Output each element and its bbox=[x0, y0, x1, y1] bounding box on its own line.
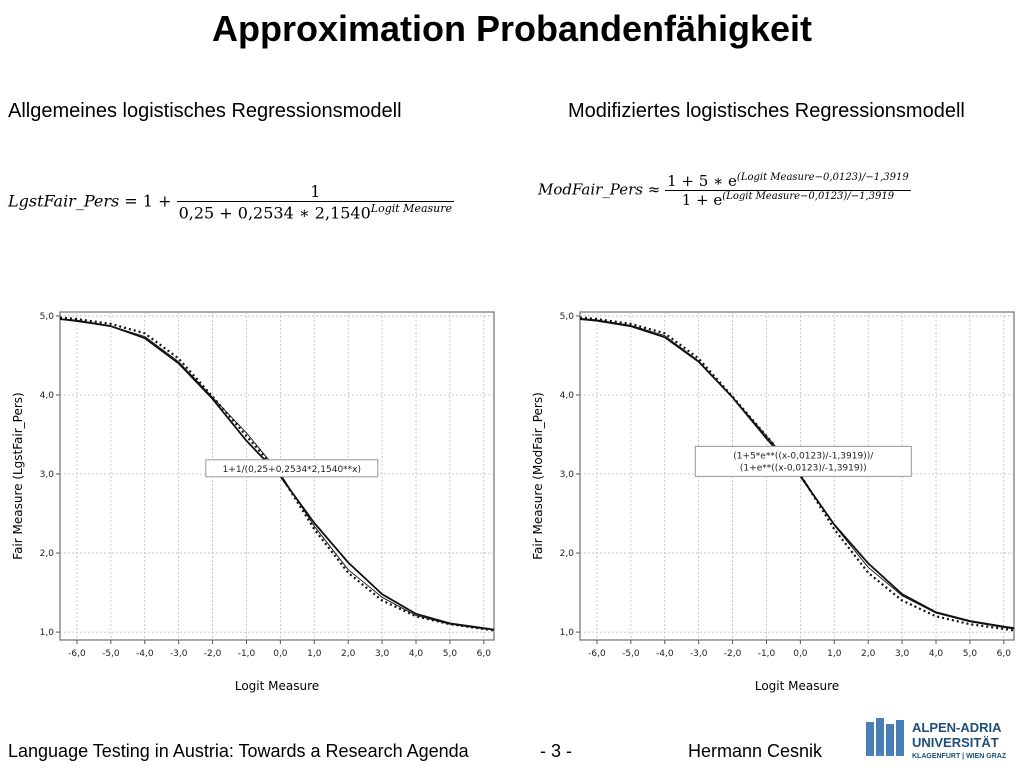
right-formula-denominator: 1 + e(Logit Measure−0,0123)/−1,3919 bbox=[665, 191, 911, 209]
right-formula-approx: ≈ bbox=[647, 180, 661, 199]
right-formula-numerator: 1 + 5 ∗ e(Logit Measure−0,0123)/−1,3919 bbox=[665, 172, 911, 191]
x-tick-label: -6,0 bbox=[588, 649, 606, 659]
right-chart: -6,0 -5,0 -4,0 -3,0 -2,0 -1,0 0,0 1,0 2,0 3,0 4,0 5… bbox=[528, 298, 1020, 700]
x-tick-label: 5,0 bbox=[963, 649, 978, 659]
equation-label-line: (1+5*e**((x-0,0123)/-1,3919))/ bbox=[733, 451, 874, 461]
y-tick-label: 5,0 bbox=[560, 312, 575, 322]
logo-bar bbox=[866, 722, 874, 756]
logo-bar bbox=[886, 724, 894, 756]
left-formula-one-plus: 1 + bbox=[142, 191, 172, 211]
left-formula-denominator-base: 0,25 + 0,2534 ∗ 2,1540 bbox=[178, 203, 371, 223]
right-formula-exp-den-2: −1,3919 bbox=[850, 191, 895, 202]
logo-line-3: KLAGENFURT | WIEN GRAZ bbox=[912, 753, 1007, 760]
right-formula-exp-num-2: (Logit Measure−0,0123) bbox=[722, 191, 848, 202]
left-formula-denominator: 0,25 + 0,2534 ∗ 2,1540Logit Measure bbox=[177, 202, 454, 222]
university-logo: ALPEN-ADRIA UNIVERSITÄT KLAGENFURT | WIE… bbox=[866, 718, 1007, 760]
x-tick-label: 1,0 bbox=[827, 649, 842, 659]
logo-line-2: UNIVERSITÄT bbox=[912, 735, 999, 750]
right-chart-svg: -6,0 -5,0 -4,0 -3,0 -2,0 -1,0 0,0 1,0 2,0 3,0 4,0 5… bbox=[531, 311, 1015, 693]
left-model-heading: Allgemeines logistisches Regressionsmode… bbox=[8, 100, 402, 122]
equation-label: (1+5*e**((x-0,0123)/-1,3919))/ (1+e**((x-… bbox=[694, 445, 912, 477]
x-tick-label: -2,0 bbox=[204, 649, 222, 659]
right-formula-numerator-exponent: (Logit Measure−0,0123)/−1,3919 bbox=[736, 172, 909, 183]
left-chart-svg: -6,0 -5,0 -4,0 -3,0 -2,0 -1,0 0,0 1,0 2,0 3,0 4,0 5… bbox=[11, 311, 495, 693]
x-tick-label: 5,0 bbox=[443, 649, 458, 659]
equation-label: 1+1/(0,25+0,2534*2,1540**x) bbox=[205, 459, 379, 478]
y-tick-label: 4,0 bbox=[40, 391, 55, 401]
x-tick-label: -5,0 bbox=[622, 649, 640, 659]
x-tick-label: -4,0 bbox=[136, 649, 154, 659]
x-tick-label: -2,0 bbox=[724, 649, 742, 659]
logo-line-1: ALPEN-ADRIA bbox=[912, 720, 1002, 735]
series-line-dotted bbox=[579, 316, 1015, 632]
equation-label-line: (1+e**((x-0,0123)/-1,3919)) bbox=[740, 463, 867, 473]
x-tick-label: -3,0 bbox=[690, 649, 708, 659]
y-tick-label: 3,0 bbox=[40, 470, 55, 480]
right-formula-numerator-base: 1 + 5 ∗ e bbox=[667, 172, 737, 190]
footer-talk-title: Language Testing in Austria: Towards a R… bbox=[8, 741, 469, 761]
right-formula-exp-num-1: (Logit Measure−0,0123) bbox=[736, 172, 862, 183]
x-axis-title: Logit Measure bbox=[755, 679, 839, 693]
left-formula-exponent: Logit Measure bbox=[370, 202, 453, 215]
left-formula-lhs: LgstFair_Pers bbox=[8, 191, 120, 211]
right-model-heading: Modifiziertes logistisches Regressionsmo… bbox=[568, 100, 965, 122]
x-axis-title: Logit Measure bbox=[235, 679, 319, 693]
x-tick-label: 0,0 bbox=[793, 649, 808, 659]
x-tick-label: -1,0 bbox=[758, 649, 776, 659]
x-tick-label: 2,0 bbox=[861, 649, 876, 659]
right-formula-lhs: ModFair_Pers bbox=[538, 180, 643, 199]
left-chart: -6,0 -5,0 -4,0 -3,0 -2,0 -1,0 0,0 1,0 2,0 3,0 4,0 5… bbox=[8, 298, 500, 700]
x-tick-label: -1,0 bbox=[238, 649, 256, 659]
x-tick-label: -3,0 bbox=[170, 649, 188, 659]
left-formula-fraction: 1 0,25 + 0,2534 ∗ 2,1540Logit Measure bbox=[176, 182, 455, 222]
logo-bar bbox=[876, 718, 884, 756]
left-formula: LgstFair_Pers = 1 + 1 0,25 + 0,2534 ∗ 2,… bbox=[8, 182, 455, 222]
y-tick-label: 3,0 bbox=[560, 470, 575, 480]
right-formula-exp-den-1: −1,3919 bbox=[865, 172, 909, 183]
right-formula: ModFair_Pers ≈ 1 + 5 ∗ e(Logit Measure−0… bbox=[538, 172, 911, 209]
footer-author: Hermann Cesnik bbox=[688, 741, 823, 761]
x-tick-label: 6,0 bbox=[997, 649, 1012, 659]
x-tick-label: 2,0 bbox=[341, 649, 356, 659]
x-tick-label: 4,0 bbox=[409, 649, 424, 659]
y-tick-label: 1,0 bbox=[40, 628, 55, 638]
equation-label-text: (1+5*e**((x-0,0123)/-1,3919))/ (1+e**((x-… bbox=[733, 451, 874, 473]
equation-label-box bbox=[694, 445, 912, 477]
right-formula-fraction: 1 + 5 ∗ e(Logit Measure−0,0123)/−1,3919 … bbox=[665, 172, 911, 209]
x-tick-label: -6,0 bbox=[68, 649, 86, 659]
y-axis-title: Fair Measure (ModFair_Pers) bbox=[531, 392, 545, 560]
y-tick-label: 2,0 bbox=[560, 549, 575, 559]
logo-bar bbox=[896, 720, 904, 756]
x-tick-label: 1,0 bbox=[307, 649, 322, 659]
y-axis-title: Fair Measure (LgstFair_Pers) bbox=[11, 392, 25, 559]
slide-title: Approximation Probandenfähigkeit bbox=[211, 8, 813, 49]
y-tick-label: 5,0 bbox=[40, 312, 55, 322]
left-formula-equals: = bbox=[124, 191, 138, 211]
footer-page-number: - 3 - bbox=[540, 741, 573, 761]
y-tick-label: 2,0 bbox=[40, 549, 55, 559]
right-formula-denominator-exponent: (Logit Measure−0,0123)/−1,3919 bbox=[722, 191, 895, 202]
x-tick-label: 0,0 bbox=[273, 649, 288, 659]
equation-label-box bbox=[205, 459, 379, 478]
x-tick-label: 6,0 bbox=[477, 649, 492, 659]
right-formula-denominator-base: 1 + e bbox=[681, 191, 723, 209]
equation-label-text: 1+1/(0,25+0,2534*2,1540**x) bbox=[223, 465, 361, 475]
x-tick-label: 3,0 bbox=[895, 649, 910, 659]
left-formula-numerator: 1 bbox=[176, 182, 455, 202]
x-tick-label: -5,0 bbox=[102, 649, 120, 659]
x-tick-label: 4,0 bbox=[929, 649, 944, 659]
x-tick-label: 3,0 bbox=[375, 649, 390, 659]
x-tick-label: -4,0 bbox=[656, 649, 674, 659]
y-tick-label: 4,0 bbox=[560, 391, 575, 401]
y-tick-label: 1,0 bbox=[560, 628, 575, 638]
